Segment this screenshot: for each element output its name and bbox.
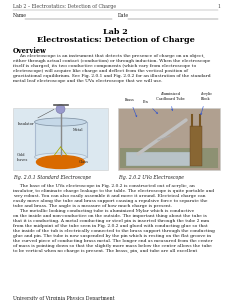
FancyBboxPatch shape [13, 108, 108, 170]
Text: Gold
leaves: Gold leaves [17, 153, 28, 162]
FancyBboxPatch shape [126, 152, 191, 166]
Text: Fig. 2.0.2 UVa Electroscope: Fig. 2.0.2 UVa Electroscope [118, 175, 184, 180]
Text: Glass: Glass [79, 160, 88, 164]
FancyBboxPatch shape [120, 148, 218, 168]
Ellipse shape [36, 155, 85, 169]
Text: Electrostatics: Detection of Charge: Electrostatics: Detection of Charge [37, 36, 194, 44]
Text: 1: 1 [217, 4, 220, 9]
FancyBboxPatch shape [43, 160, 79, 166]
Text: Date: Date [118, 13, 129, 18]
Text: Pin: Pin [143, 100, 158, 113]
FancyBboxPatch shape [118, 108, 220, 170]
Circle shape [56, 104, 65, 113]
Text: Aluminized
Cardboard Tube: Aluminized Cardboard Tube [155, 92, 184, 111]
FancyBboxPatch shape [34, 122, 86, 157]
Text: Lab 2: Lab 2 [103, 28, 128, 36]
Text: Acrylic
Block: Acrylic Block [200, 92, 212, 115]
Ellipse shape [34, 153, 86, 161]
Text: Overview: Overview [13, 47, 47, 55]
Text: The metallic looking conducting tube is aluminized Mylar which is conductive
on : The metallic looking conducting tube is … [13, 209, 215, 254]
Ellipse shape [34, 118, 86, 126]
Text: An electroscope is an instrument that detects the presence of charge on an objec: An electroscope is an instrument that de… [13, 54, 211, 83]
Text: Fig. 2.0.1 Standard Electroscope: Fig. 2.0.1 Standard Electroscope [13, 175, 91, 180]
Text: Lab 2 – Electrostatics: Detection of Charge: Lab 2 – Electrostatics: Detection of Cha… [13, 4, 116, 9]
Text: Insulator: Insulator [18, 109, 54, 126]
Text: Name: Name [13, 13, 27, 18]
FancyBboxPatch shape [190, 126, 202, 166]
Text: The base of the UVa electroscope in Fig. 2.0.2 is constructed out of acrylic, an: The base of the UVa electroscope in Fig.… [13, 184, 214, 208]
Text: University of Virginia Physics Department: University of Virginia Physics Departmen… [13, 296, 115, 300]
Text: Brass: Brass [125, 98, 137, 117]
Text: Metal: Metal [73, 128, 83, 132]
